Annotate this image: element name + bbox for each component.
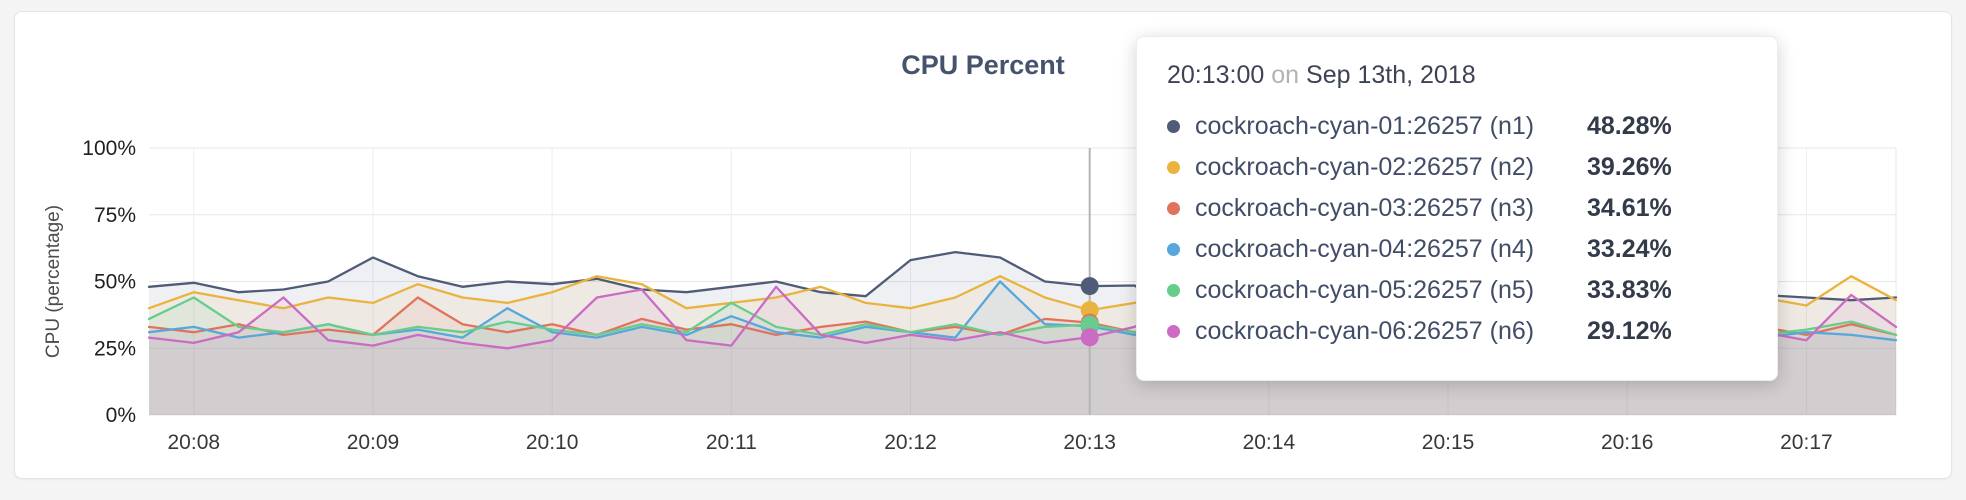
y-tick-label: 50% <box>94 271 136 294</box>
x-tick-label: 20:10 <box>526 431 579 454</box>
series-area-n4 <box>149 281 1896 415</box>
x-tick-label: 20:12 <box>884 431 937 454</box>
y-axis-title: CPU (percentage) <box>43 205 64 358</box>
y-tick-label: 25% <box>94 337 136 360</box>
hover-dot-n6 <box>1080 328 1099 347</box>
series-area-n5 <box>149 297 1896 415</box>
x-tick-label: 20:14 <box>1243 431 1296 454</box>
hover-dot-n1 <box>1080 277 1099 296</box>
series-area-n6 <box>149 286 1896 415</box>
hover-dot-n2 <box>1080 301 1099 320</box>
cpu-percent-chart-card: CPU Percent 0% 25% 50% 75% 100% 20:08 20:09 20:… <box>14 11 1952 479</box>
hover-dot-n5 <box>1080 315 1099 334</box>
x-tick-label: 20:08 <box>168 431 221 454</box>
x-tick-label: 20:15 <box>1422 431 1475 454</box>
y-tick-label: 75% <box>94 204 136 227</box>
x-tick-label: 20:16 <box>1601 431 1654 454</box>
chart-title: CPU Percent <box>901 50 1065 80</box>
y-tick-label: 100% <box>82 137 136 160</box>
x-tick-label: 20:09 <box>347 431 400 454</box>
y-tick-label: 0% <box>106 404 136 427</box>
cpu-chart-plot[interactable]: 0% 25% 50% 75% 100% 20:08 20:09 20:10 20:11 20:12… <box>15 12 1951 478</box>
x-tick-label: 20:11 <box>706 431 757 454</box>
x-tick-label: 20:13 <box>1063 431 1116 454</box>
x-tick-label: 20:17 <box>1780 431 1833 454</box>
